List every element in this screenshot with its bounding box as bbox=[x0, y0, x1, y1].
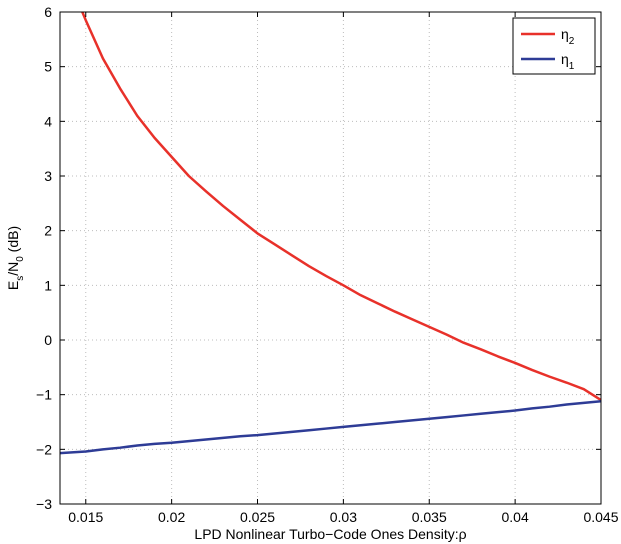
legend-label-symbol: η bbox=[561, 51, 569, 67]
legend-label-2: η2 bbox=[561, 26, 575, 47]
x-tick-label: 0.025 bbox=[240, 509, 275, 525]
legend-box bbox=[512, 17, 596, 75]
x-tick-label: 0.015 bbox=[68, 509, 103, 525]
y-tick-label: −3 bbox=[36, 496, 52, 512]
x-tick-label: 0.03 bbox=[330, 509, 357, 525]
y-tick-label: 4 bbox=[44, 113, 52, 129]
y-axis-title-base: E bbox=[5, 281, 21, 290]
x-tick-label: 0.02 bbox=[158, 509, 185, 525]
series-lines bbox=[60, 12, 601, 455]
x-tick-label: 0.045 bbox=[583, 509, 618, 525]
legend-label-subscript: 2 bbox=[569, 36, 575, 47]
y-tick-label: 5 bbox=[44, 59, 52, 75]
x-tick-label: 0.035 bbox=[412, 509, 447, 525]
y-axis-title-tail: (dB) bbox=[5, 226, 21, 256]
y-axis-title-sub1: s bbox=[15, 276, 26, 281]
axes-frame bbox=[59, 11, 602, 505]
y-axis-title-sub2: 0 bbox=[15, 256, 26, 262]
legend-label-subscript: 1 bbox=[569, 61, 575, 72]
y-tick-label: 3 bbox=[44, 168, 52, 184]
y-tick-label: 2 bbox=[44, 223, 52, 239]
y-tick-label: 1 bbox=[44, 277, 52, 293]
y-axis-title-mid: /N bbox=[5, 262, 21, 276]
y-tick-label: 0 bbox=[44, 332, 52, 348]
ticks: 0.015 0.02 0.025 0.03 0.035 0.04 0.045 −3 −2 −1 0 1… bbox=[36, 4, 619, 525]
series-line-1 bbox=[60, 399, 601, 455]
y-axis-title: Es/N0 (dB) bbox=[5, 226, 26, 290]
legend-label-1: η1 bbox=[561, 51, 575, 72]
y-tick-label: 6 bbox=[44, 4, 52, 20]
y-tick-label: −2 bbox=[36, 441, 52, 457]
y-tick-label: −1 bbox=[36, 387, 52, 403]
x-axis-title: LPD Nonlinear Turbo−Code Ones Density:ρ bbox=[194, 526, 466, 542]
x-tick-label: 0.04 bbox=[502, 509, 529, 525]
legend-label-symbol: η bbox=[561, 26, 569, 42]
series-line-2 bbox=[81, 12, 601, 402]
grid bbox=[60, 12, 601, 504]
